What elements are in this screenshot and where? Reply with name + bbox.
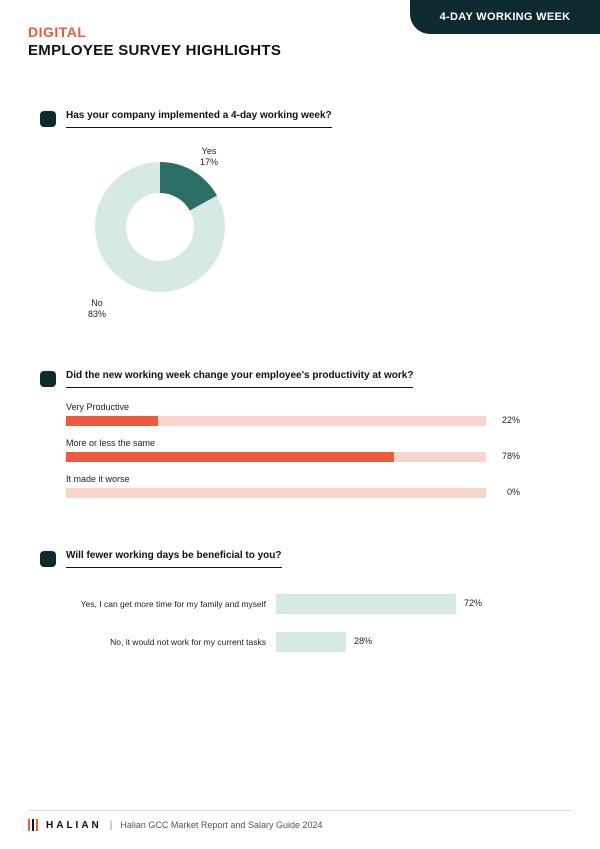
question-2-title: Did the new working week change your emp… [66,370,413,385]
q2-bar-chart: Very Productive 22% More or less the same 7… [66,402,526,498]
bar-row: More or less the same 78% [66,438,526,462]
bar-fill [66,452,394,462]
bar-fill [276,632,346,652]
brand-name: HALIAN [46,820,102,831]
page-footer: HALIAN | Halian GCC Market Report and Sa… [28,819,323,831]
bar-fill [66,416,158,426]
bar-value: 28% [354,636,372,646]
bar-track: 78% [66,452,486,462]
footer-divider [28,810,572,811]
question-bullet-icon [40,111,56,127]
bar-label: Very Productive [66,402,526,412]
bar-row: Yes, I can get more time for my family a… [66,594,546,614]
question-bullet-icon [40,371,56,387]
q3-bar-chart: Yes, I can get more time for my family a… [66,594,546,652]
bar-track-bg [66,488,486,498]
bar-label: More or less the same [66,438,526,448]
bar-value: 72% [464,598,482,608]
question-3-underline [66,567,282,568]
logo-bar [36,819,38,831]
bar-row: It made it worse 0% [66,474,526,498]
donut-slice-label: Yes17% [200,146,218,169]
bar-row: No, it would not work for my current tas… [66,632,546,652]
page-topic-pill: 4-DAY WORKING WEEK [410,0,600,34]
bar-value: 22% [502,415,520,425]
question-2-underline [66,387,413,388]
bar-label: It made it worse [66,474,526,484]
bar-label: No, it would not work for my current tas… [66,637,276,647]
brand-logo-icon [28,819,38,831]
donut-svg [95,162,225,292]
question-3-title: Will fewer working days be beneficial to… [66,550,282,565]
bar-label: Yes, I can get more time for my family a… [66,599,276,609]
logo-bar [32,819,34,831]
logo-bar [28,819,30,831]
bar-fill [276,594,456,614]
footer-caption: Halian GCC Market Report and Salary Guid… [120,820,322,830]
bar-track: 0% [66,488,486,498]
question-1-title: Has your company implemented a 4-day wor… [66,110,332,125]
question-3: Will fewer working days be beneficial to… [40,550,560,670]
bar-track: 72% [276,594,546,614]
footer-separator: | [110,820,113,831]
bar-track: 22% [66,416,486,426]
donut-slice-label: No83% [88,298,106,321]
bar-track: 28% [276,632,546,652]
question-2: Did the new working week change your emp… [40,370,560,510]
header-title: EMPLOYEE SURVEY HIGHLIGHTS [28,42,281,59]
q1-donut-chart: Yes17% No83% [40,142,270,322]
bar-value: 78% [502,451,520,461]
bar-value: 0% [507,487,520,497]
question-bullet-icon [40,551,56,567]
bar-row: Very Productive 22% [66,402,526,426]
page-header: DIGITAL EMPLOYEE SURVEY HIGHLIGHTS [28,24,281,59]
question-1-underline [66,127,332,128]
header-kicker: DIGITAL [28,24,281,40]
question-1: Has your company implemented a 4-day wor… [40,110,560,322]
